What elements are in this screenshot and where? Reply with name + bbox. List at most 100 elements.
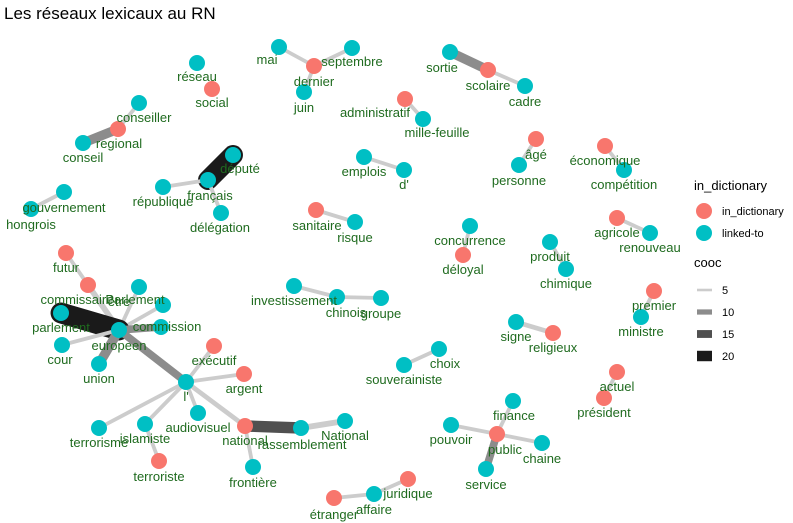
- node-terrorisme[interactable]: [91, 420, 107, 436]
- node-agricole[interactable]: [609, 210, 625, 226]
- node-millefeuille[interactable]: [415, 111, 431, 127]
- node-president[interactable]: [596, 390, 612, 406]
- node-francais[interactable]: [200, 172, 216, 188]
- node-administratif[interactable]: [397, 91, 413, 107]
- node-rassemblement[interactable]: [293, 420, 309, 436]
- legend-swatch-in_dictionary: [696, 203, 712, 219]
- node-label-parlement2: Parlement: [105, 292, 165, 307]
- node-label-juin: juin: [293, 100, 314, 115]
- node-label-economique: économique: [570, 153, 641, 168]
- node-label-cour: cour: [47, 352, 73, 367]
- legend-color-title: in_dictionary: [694, 178, 767, 193]
- node-scolaire[interactable]: [480, 62, 496, 78]
- node-risque[interactable]: [347, 214, 363, 230]
- node-label-reseau: réseau: [177, 69, 217, 84]
- node-juin[interactable]: [296, 84, 312, 100]
- node-argent[interactable]: [236, 366, 252, 382]
- node-label-president: président: [577, 405, 631, 420]
- node-national2[interactable]: [337, 413, 353, 429]
- node-europeen[interactable]: [111, 322, 127, 338]
- node-concurrence[interactable]: [462, 218, 478, 234]
- node-delegation[interactable]: [213, 205, 229, 221]
- node-depute[interactable]: [225, 147, 241, 163]
- node-label-investissement: investissement: [251, 293, 337, 308]
- node-commissaire[interactable]: [80, 277, 96, 293]
- node-signe[interactable]: [508, 314, 524, 330]
- node-terroriste[interactable]: [151, 453, 167, 469]
- node-label-rassemblement: rassemblement: [258, 437, 347, 452]
- node-d[interactable]: [396, 162, 412, 178]
- node-layer: [23, 39, 662, 506]
- node-premier[interactable]: [646, 283, 662, 299]
- node-label-produit: produit: [530, 249, 570, 264]
- edge-l-terrorisme: [97, 380, 188, 430]
- node-gouvernement[interactable]: [56, 184, 72, 200]
- node-choix[interactable]: [431, 341, 447, 357]
- node-etre[interactable]: [131, 279, 147, 295]
- legend-width-label-5: 5: [722, 285, 728, 297]
- node-sanitaire[interactable]: [308, 202, 324, 218]
- node-reseau[interactable]: [189, 55, 205, 71]
- node-label-septembre: septembre: [321, 54, 382, 69]
- node-chimique[interactable]: [558, 261, 574, 277]
- node-frontiere[interactable]: [245, 459, 261, 475]
- node-label-competition: compétition: [591, 177, 657, 192]
- node-groupe[interactable]: [373, 290, 389, 306]
- node-septembre[interactable]: [344, 40, 360, 56]
- node-investissement[interactable]: [286, 278, 302, 294]
- node-conseil[interactable]: [75, 135, 91, 151]
- node-union[interactable]: [91, 356, 107, 372]
- node-sortie[interactable]: [442, 44, 458, 60]
- node-emplois[interactable]: [356, 149, 372, 165]
- node-dernier[interactable]: [306, 58, 322, 74]
- node-cour[interactable]: [54, 337, 70, 353]
- node-mai[interactable]: [271, 39, 287, 55]
- node-age[interactable]: [528, 131, 544, 147]
- node-pouvoir[interactable]: [443, 417, 459, 433]
- legend-label-in_dictionary: in_dictionary: [722, 206, 784, 218]
- node-label-juridique: juridique: [382, 486, 432, 501]
- node-conseiller[interactable]: [131, 95, 147, 111]
- node-executif[interactable]: [206, 338, 222, 354]
- node-label-sanitaire: sanitaire: [292, 218, 341, 233]
- node-chinoisgroupe_a[interactable]: [329, 289, 345, 305]
- node-national[interactable]: [237, 418, 253, 434]
- node-actuel[interactable]: [609, 364, 625, 380]
- node-renouveau[interactable]: [642, 225, 658, 241]
- node-hongrois[interactable]: [23, 201, 39, 217]
- node-l[interactable]: [178, 374, 194, 390]
- node-label-personne: personne: [492, 173, 546, 188]
- node-label-l: l': [183, 389, 188, 404]
- node-republique[interactable]: [155, 179, 171, 195]
- node-cadre[interactable]: [517, 78, 533, 94]
- node-produit[interactable]: [542, 234, 558, 250]
- node-juridique[interactable]: [400, 471, 416, 487]
- node-label-agricole: agricole: [594, 225, 640, 240]
- node-competition[interactable]: [616, 162, 632, 178]
- node-social[interactable]: [204, 81, 220, 97]
- node-affaire[interactable]: [366, 486, 382, 502]
- node-label-millefeuille: mille-feuille: [404, 125, 469, 140]
- node-regional[interactable]: [110, 121, 126, 137]
- node-religieux[interactable]: [545, 325, 561, 341]
- node-label-administratif: administratif: [340, 105, 410, 120]
- node-ministre[interactable]: [633, 309, 649, 325]
- node-label-actuel: actuel: [600, 379, 635, 394]
- node-audiovisuel[interactable]: [190, 405, 206, 421]
- node-label-regional: regional: [96, 136, 142, 151]
- node-personne[interactable]: [511, 157, 527, 173]
- node-chaine[interactable]: [534, 435, 550, 451]
- node-islamiste[interactable]: [137, 416, 153, 432]
- node-public[interactable]: [489, 426, 505, 442]
- node-finance[interactable]: [505, 393, 521, 409]
- node-parlement2[interactable]: [155, 297, 171, 313]
- node-service[interactable]: [478, 461, 494, 477]
- node-commission[interactable]: [153, 319, 169, 335]
- node-etranger[interactable]: [326, 490, 342, 506]
- node-souverainiste[interactable]: [396, 357, 412, 373]
- legend: in_dictionary in_dictionary linked-to cooc 5…: [694, 178, 784, 363]
- node-parlement[interactable]: [53, 305, 69, 321]
- node-economique[interactable]: [597, 138, 613, 154]
- node-deloyal[interactable]: [455, 247, 471, 263]
- node-futur[interactable]: [58, 245, 74, 261]
